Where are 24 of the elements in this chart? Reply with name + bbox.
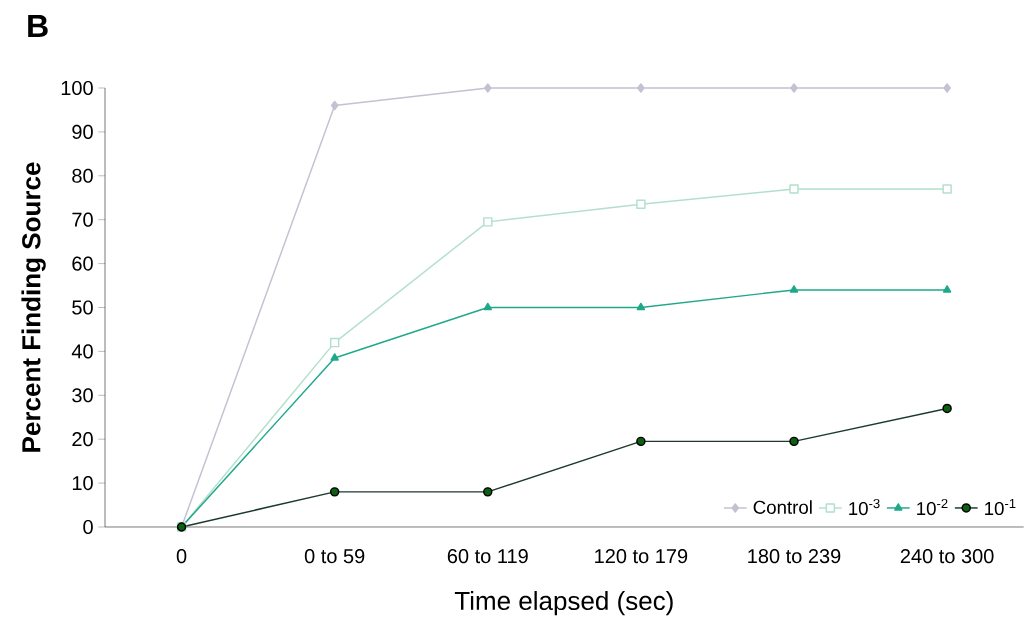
legend-label: Control: [753, 500, 812, 514]
x-axis-title: Time elapsed (sec): [454, 591, 673, 616]
x-tick-label: 240 to 300: [900, 549, 994, 564]
y-tick-label: 50: [72, 300, 93, 315]
y-tick-label: 90: [72, 124, 93, 139]
y-tick-label: 20: [72, 432, 93, 447]
x-tick-label: 60 to 119: [447, 549, 528, 564]
legend-label: 10$^{-1}$: [985, 498, 1016, 516]
y-tick-label: 70: [72, 212, 93, 227]
x-tick-label: 0: [176, 549, 187, 564]
y-tick-label: 60: [72, 256, 93, 271]
x-tick-label: 0 to 59: [304, 549, 365, 564]
y-tick-label: 30: [72, 388, 93, 403]
legend-label: 10$^{-3}$: [849, 498, 880, 516]
chart-title: B: [28, 14, 48, 37]
x-tick-label: 180 to 239: [748, 549, 841, 564]
y-tick-label: 0: [83, 519, 93, 535]
y-tick-label: 100: [61, 80, 93, 96]
y-tick-label: 40: [71, 344, 93, 359]
y-tick-label: 80: [72, 168, 93, 183]
y-axis-title: Percent Finding Source: [21, 162, 46, 452]
x-tick-label: 120 to 179: [595, 549, 688, 564]
legend-label: 10$^{-2}$: [917, 498, 948, 516]
y-tick-label: 10: [72, 476, 93, 491]
